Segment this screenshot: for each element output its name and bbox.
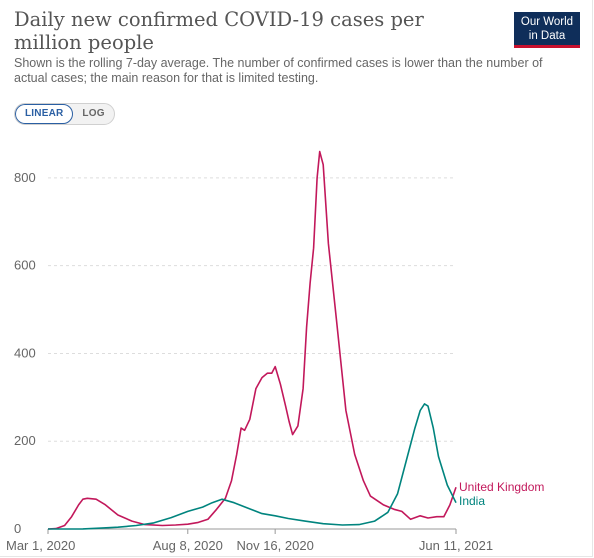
y-tick-label: 200 <box>14 433 36 448</box>
linear-scale-button[interactable]: LINEAR <box>15 104 74 124</box>
x-tick-label: Aug 8, 2020 <box>153 538 223 553</box>
chart-subtitle: Shown is the rolling 7-day average. The … <box>14 56 543 85</box>
y-tick-label: 600 <box>14 258 36 273</box>
x-tick-label: Nov 16, 2020 <box>236 538 313 553</box>
logo-line-1: Our World <box>520 16 574 28</box>
owid-logo[interactable]: Our World in Data <box>514 12 580 48</box>
series-line <box>48 403 457 530</box>
series-line <box>47 150 457 530</box>
x-tick-label: Mar 1, 2020 <box>6 538 75 553</box>
y-tick-label: 400 <box>14 345 36 360</box>
series-label: India <box>459 494 485 508</box>
chart-title: Daily new confirmed COVID-19 cases per m… <box>14 8 424 54</box>
logo-line-2: in Data <box>528 30 566 42</box>
series-label: United Kingdom <box>459 480 544 494</box>
y-tick-label: 800 <box>14 170 36 185</box>
log-scale-button[interactable]: LOG <box>82 108 105 119</box>
scale-toggle[interactable]: LINEAR LOG <box>14 103 115 125</box>
x-tick-label: Jun 11, 2021 <box>419 538 493 553</box>
y-tick-label: 0 <box>14 521 21 536</box>
